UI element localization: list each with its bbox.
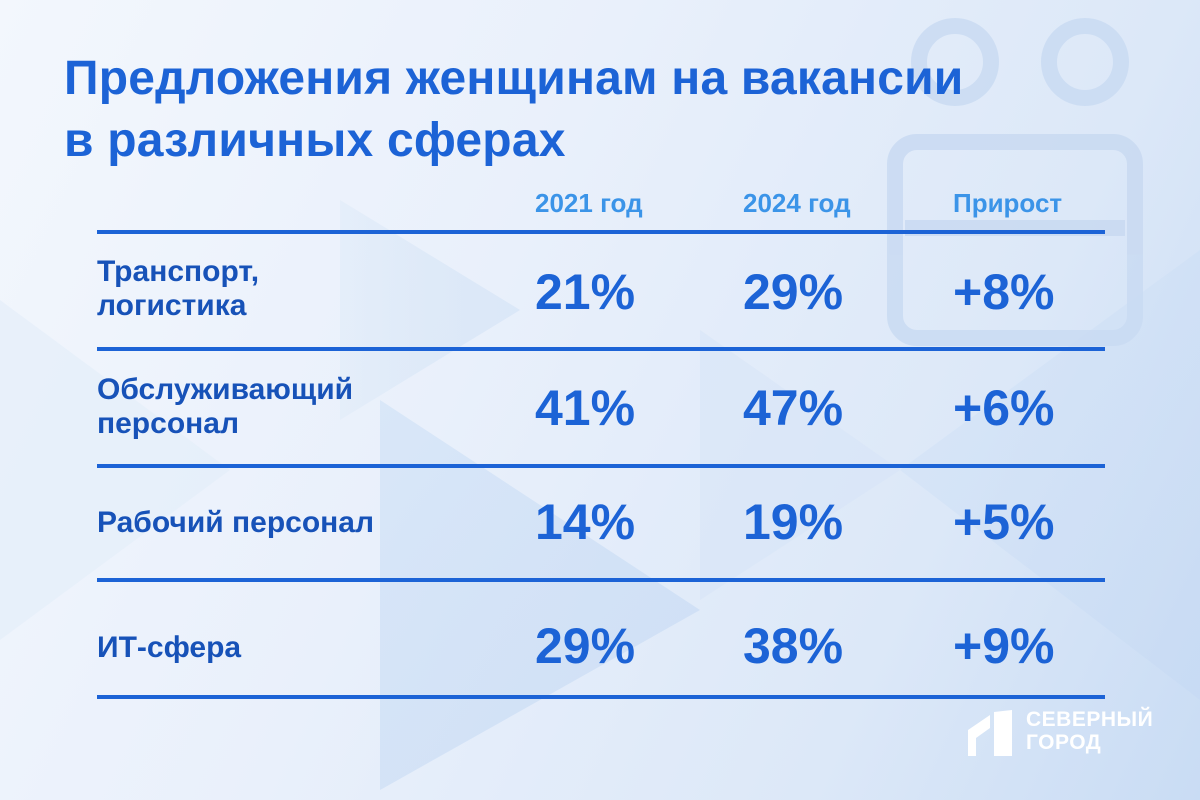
column-header-2024: 2024 год (743, 188, 851, 218)
value-growth: +9% (953, 618, 1055, 674)
table-row: Рабочий персонал 14% 19% +5% (97, 468, 1105, 578)
table-rule (97, 230, 1105, 234)
table-rule (97, 464, 1105, 468)
logo-line: СЕВЕРНЫЙ (1026, 708, 1154, 731)
title-line-1: Предложения женщинам на вакансии (64, 52, 964, 105)
row-label-line: логистика (97, 289, 247, 322)
value-growth: +6% (953, 380, 1055, 436)
value-2024: 19% (743, 494, 844, 550)
value-2021: 14% (535, 494, 636, 550)
row-label-line: Транспорт, (97, 255, 260, 288)
value-2021: 21% (535, 264, 636, 320)
value-growth: +8% (953, 264, 1055, 320)
column-header-2021: 2021 год (535, 188, 643, 218)
row-label-line: персонал (97, 407, 240, 440)
column-header-growth: Прирост (953, 188, 1063, 218)
table-rule (97, 347, 1105, 351)
row-label: Транспорт, логистика (97, 255, 259, 323)
table-row: Обслуживающий персонал 41% 47% +6% (97, 351, 1105, 464)
value-2024: 38% (743, 618, 844, 674)
row-label-line: Обслуживающий (97, 373, 354, 406)
brand-logo: СЕВЕРНЫЙ ГОРОД (968, 706, 1168, 766)
table-row: ИТ-сфера 29% 38% +9% (97, 582, 1105, 695)
value-2021: 41% (535, 380, 636, 436)
page-title: Предложения женщинам на вакансии в разли… (64, 48, 964, 172)
row-label-line: Рабочий персонал (97, 506, 375, 539)
logo-line: ГОРОД (1026, 731, 1102, 754)
value-growth: +5% (953, 494, 1055, 550)
table-row: Транспорт, логистика 21% 29% +8% (97, 234, 1105, 347)
row-label: Обслуживающий персонал (97, 373, 353, 441)
table-rule (97, 578, 1105, 582)
value-2021: 29% (535, 618, 636, 674)
value-2024: 47% (743, 380, 844, 436)
title-line-2: в различных сферах (64, 114, 566, 167)
logo-mark-icon (968, 710, 1012, 756)
row-label: Рабочий персонал (97, 506, 374, 540)
logo-text: СЕВЕРНЫЙ ГОРОД (1026, 708, 1153, 754)
row-label-line: ИТ-сфера (97, 631, 242, 664)
value-2024: 29% (743, 264, 844, 320)
row-label: ИТ-сфера (97, 631, 241, 665)
table-rule (97, 695, 1105, 699)
